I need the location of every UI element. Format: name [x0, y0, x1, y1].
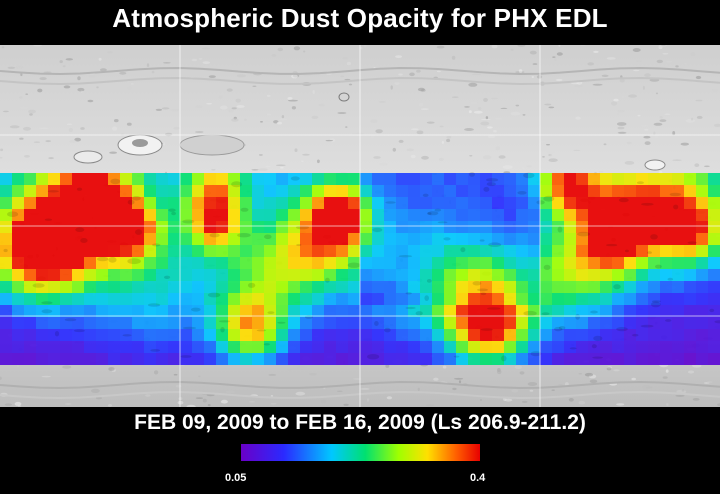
- volcano-features: [73, 92, 666, 171]
- mars-map-svg: [0, 45, 720, 407]
- page-title: Atmospheric Dust Opacity for PHX EDL: [112, 3, 608, 33]
- lat-lon-grid: [0, 45, 720, 407]
- date-range-label: FEB 09, 2009 to FEB 16, 2009 (Ls 206.9-2…: [134, 411, 586, 434]
- dust-opacity-map: [0, 45, 720, 407]
- colorbar: [241, 444, 480, 461]
- colorbar-min-label: 0.05: [225, 472, 247, 484]
- colorbar-gradient: [241, 444, 480, 461]
- colorbar-max-label: 0.4: [470, 472, 486, 484]
- dust-opacity-grid: [0, 172, 720, 365]
